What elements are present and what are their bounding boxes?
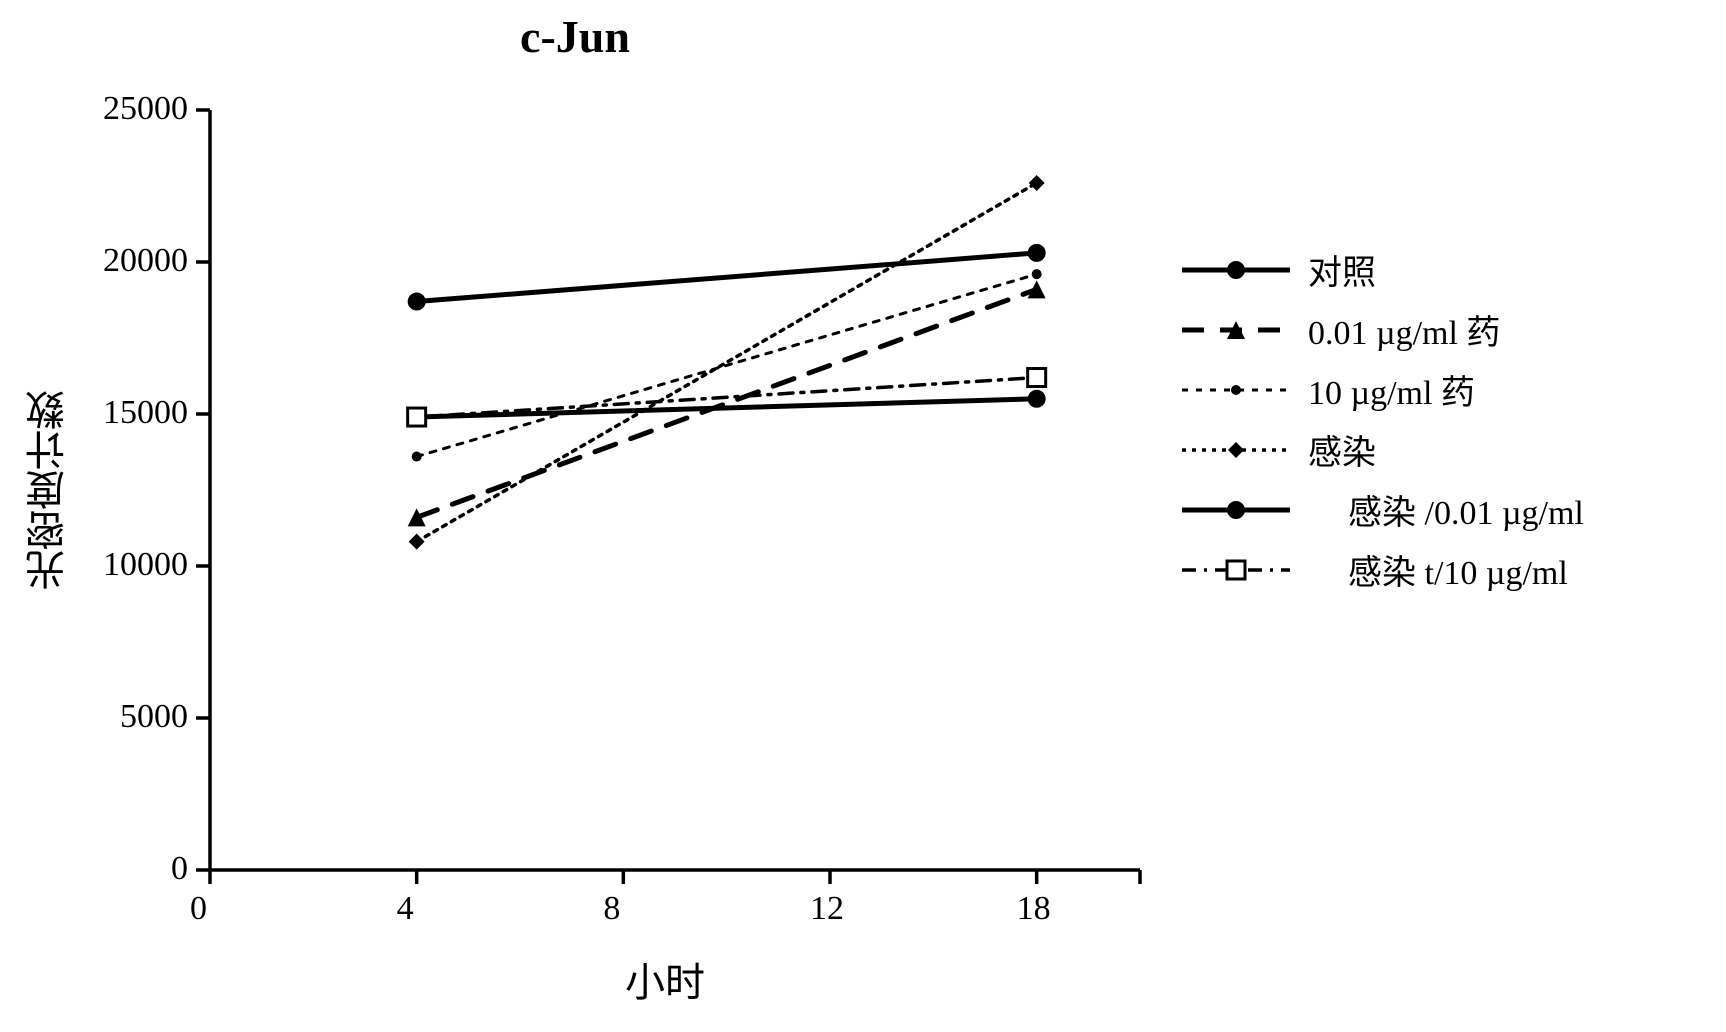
x-tick-label: 8 [603, 890, 620, 928]
legend-item-control: 对照 [1180, 245, 1376, 294]
series-infect_0_01 [417, 399, 1037, 417]
legend-label: 感染 t/10 µg/ml [1348, 545, 1568, 594]
y-tick-label: 20000 [103, 242, 188, 280]
x-tick-label: 12 [810, 890, 844, 928]
legend-item-infect: 感染 [1180, 425, 1376, 474]
series-infect_10 [417, 378, 1037, 418]
y-tick-label: 25000 [103, 90, 188, 128]
legend-swatch [1180, 258, 1300, 282]
legend-label: 感染 /0.01 µg/ml [1348, 485, 1584, 534]
x-tick-label: 0 [190, 890, 207, 928]
legend-label: 10 µg/ml 药 [1308, 365, 1475, 414]
legend-item-drug_0_01: 0.01 µg/ml 药 [1180, 305, 1500, 354]
x-tick-label: 4 [397, 890, 414, 928]
legend-label: 对照 [1308, 245, 1376, 294]
series-drug_10 [417, 274, 1037, 456]
chart-stage: c-Jun 光密度计数 小时 0500010000150002000025000… [0, 0, 1726, 1032]
legend-label: 感染 [1308, 425, 1376, 474]
legend-swatch [1180, 558, 1300, 582]
x-tick-label: 18 [1017, 890, 1051, 928]
legend-item-drug_10: 10 µg/ml 药 [1180, 365, 1475, 414]
legend-swatch [1180, 438, 1300, 462]
y-tick-label: 5000 [120, 698, 188, 736]
legend-label: 0.01 µg/ml 药 [1308, 305, 1500, 354]
legend-item-infect_10: 感染 t/10 µg/ml [1180, 545, 1568, 594]
y-tick-label: 15000 [103, 394, 188, 432]
y-tick-label: 10000 [103, 546, 188, 584]
y-tick-label: 0 [171, 850, 188, 888]
series-control [417, 253, 1037, 302]
legend-swatch [1180, 318, 1300, 342]
legend-swatch [1180, 498, 1300, 522]
series-infect [417, 183, 1037, 542]
legend-swatch [1180, 378, 1300, 402]
legend-item-infect_0_01: 感染 /0.01 µg/ml [1180, 485, 1584, 534]
